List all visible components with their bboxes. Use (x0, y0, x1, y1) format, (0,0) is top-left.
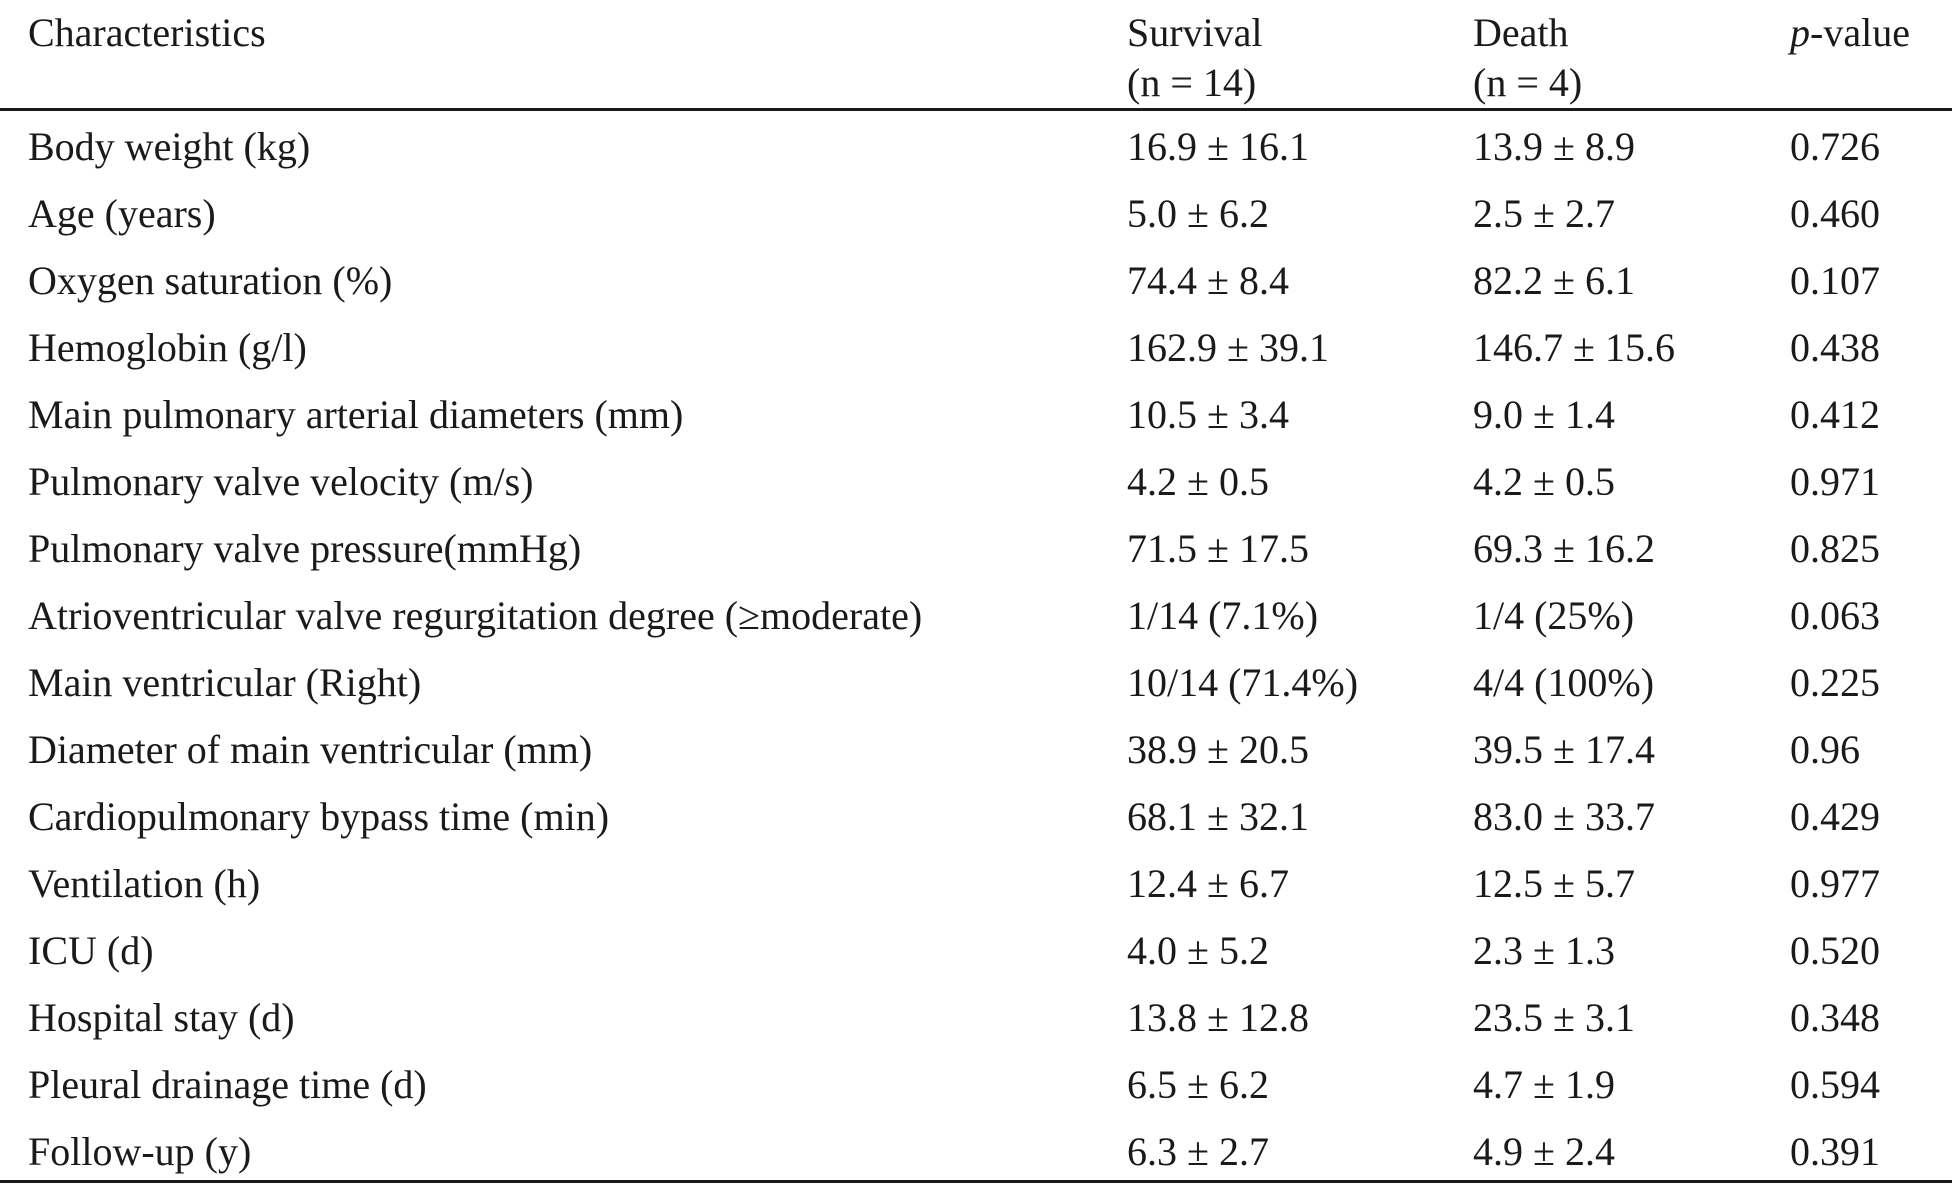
row-label: Hemoglobin (g/l) (28, 325, 307, 370)
table-row: Diameter of main ventricular (mm) 38.9 ±… (0, 720, 1952, 787)
row-p-value: 0.520 (1790, 928, 1880, 973)
table-row: Main pulmonary arterial diameters (mm) 1… (0, 385, 1952, 452)
row-survival: 1/14 (7.1%) (1127, 593, 1319, 638)
header-p-italic: p (1790, 10, 1810, 55)
row-survival: 4.0 ± 5.2 (1127, 928, 1269, 973)
row-p-value: 0.412 (1790, 392, 1880, 437)
table-header-row: Characteristics Survival (n = 14) Death … (0, 0, 1952, 112)
row-label: Oxygen saturation (%) (28, 258, 393, 303)
table-row: Follow-up (y) 6.3 ± 2.7 4.9 ± 2.4 0.391 (0, 1122, 1952, 1189)
table-row: Oxygen saturation (%) 74.4 ± 8.4 82.2 ± … (0, 251, 1952, 318)
row-death: 83.0 ± 33.7 (1473, 794, 1655, 839)
row-label: Pleural drainage time (d) (28, 1062, 427, 1107)
row-p-value: 0.391 (1790, 1129, 1880, 1174)
row-death: 82.2 ± 6.1 (1473, 258, 1635, 303)
header-death-count: (n = 4) (1473, 60, 1583, 105)
table-row: Pleural drainage time (d) 6.5 ± 6.2 4.7 … (0, 1055, 1952, 1122)
header-death-title: Death (1473, 10, 1569, 55)
row-survival: 162.9 ± 39.1 (1127, 325, 1329, 370)
table-row: Hemoglobin (g/l) 162.9 ± 39.1 146.7 ± 15… (0, 318, 1952, 385)
header-survival: Survival (n = 14) (1127, 8, 1263, 108)
row-p-value: 0.825 (1790, 526, 1880, 571)
row-label: Main ventricular (Right) (28, 660, 422, 705)
table-row: Pulmonary valve velocity (m/s) 4.2 ± 0.5… (0, 452, 1952, 519)
row-p-value: 0.96 (1790, 727, 1860, 772)
row-label: Ventilation (h) (28, 861, 261, 906)
row-label: Follow-up (y) (28, 1129, 252, 1174)
row-label: Age (years) (28, 191, 216, 236)
row-label: Main pulmonary arterial diameters (mm) (28, 392, 684, 437)
table-row: Hospital stay (d) 13.8 ± 12.8 23.5 ± 3.1… (0, 988, 1952, 1055)
row-survival: 16.9 ± 16.1 (1127, 124, 1309, 169)
row-label: Pulmonary valve pressure(mmHg) (28, 526, 582, 571)
row-death: 2.5 ± 2.7 (1473, 191, 1615, 236)
row-survival: 68.1 ± 32.1 (1127, 794, 1309, 839)
row-p-value: 0.348 (1790, 995, 1880, 1040)
header-survival-title: Survival (1127, 10, 1263, 55)
row-survival: 6.5 ± 6.2 (1127, 1062, 1269, 1107)
row-label: Body weight (kg) (28, 124, 311, 169)
header-survival-count: (n = 14) (1127, 60, 1257, 105)
row-survival: 10/14 (71.4%) (1127, 660, 1359, 705)
header-characteristics: Characteristics (28, 10, 266, 55)
row-p-value: 0.594 (1790, 1062, 1880, 1107)
row-p-value: 0.726 (1790, 124, 1880, 169)
row-p-value: 0.225 (1790, 660, 1880, 705)
row-death: 146.7 ± 15.6 (1473, 325, 1675, 370)
row-survival: 74.4 ± 8.4 (1127, 258, 1289, 303)
row-survival: 6.3 ± 2.7 (1127, 1129, 1269, 1174)
table-row: Atrioventricular valve regurgitation deg… (0, 586, 1952, 653)
table-row: Ventilation (h) 12.4 ± 6.7 12.5 ± 5.7 0.… (0, 854, 1952, 921)
row-death: 12.5 ± 5.7 (1473, 861, 1635, 906)
row-survival: 4.2 ± 0.5 (1127, 459, 1269, 504)
header-p-rest: -value (1810, 10, 1910, 55)
row-survival: 13.8 ± 12.8 (1127, 995, 1309, 1040)
row-p-value: 0.460 (1790, 191, 1880, 236)
row-death: 1/4 (25%) (1473, 593, 1635, 638)
row-p-value: 0.977 (1790, 861, 1880, 906)
row-p-value: 0.063 (1790, 593, 1880, 638)
row-survival: 38.9 ± 20.5 (1127, 727, 1309, 772)
table-body: Body weight (kg) 16.9 ± 16.1 13.9 ± 8.9 … (0, 117, 1952, 1189)
row-survival: 71.5 ± 17.5 (1127, 526, 1309, 571)
header-death: Death (n = 4) (1473, 8, 1582, 108)
row-p-value: 0.107 (1790, 258, 1880, 303)
row-survival: 5.0 ± 6.2 (1127, 191, 1269, 236)
row-p-value: 0.429 (1790, 794, 1880, 839)
table-row: ICU (d) 4.0 ± 5.2 2.3 ± 1.3 0.520 (0, 921, 1952, 988)
row-death: 4.9 ± 2.4 (1473, 1129, 1615, 1174)
table-row: Pulmonary valve pressure(mmHg) 71.5 ± 17… (0, 519, 1952, 586)
row-survival: 10.5 ± 3.4 (1127, 392, 1289, 437)
row-label: ICU (d) (28, 928, 154, 973)
table-row: Main ventricular (Right) 10/14 (71.4%) 4… (0, 653, 1952, 720)
row-death: 4/4 (100%) (1473, 660, 1655, 705)
row-label: Atrioventricular valve regurgitation deg… (28, 593, 923, 638)
row-death: 23.5 ± 3.1 (1473, 995, 1635, 1040)
row-death: 4.2 ± 0.5 (1473, 459, 1615, 504)
header-p-value: p-value (1790, 8, 1910, 58)
row-death: 4.7 ± 1.9 (1473, 1062, 1615, 1107)
row-label: Diameter of main ventricular (mm) (28, 727, 593, 772)
row-label: Pulmonary valve velocity (m/s) (28, 459, 534, 504)
row-death: 2.3 ± 1.3 (1473, 928, 1615, 973)
bottom-rule (0, 1180, 1952, 1183)
row-survival: 12.4 ± 6.7 (1127, 861, 1289, 906)
header-rule (0, 108, 1952, 111)
row-label: Cardiopulmonary bypass time (min) (28, 794, 610, 839)
table-row: Body weight (kg) 16.9 ± 16.1 13.9 ± 8.9 … (0, 117, 1952, 184)
row-death: 9.0 ± 1.4 (1473, 392, 1615, 437)
table-row: Age (years) 5.0 ± 6.2 2.5 ± 2.7 0.460 (0, 184, 1952, 251)
table-row: Cardiopulmonary bypass time (min) 68.1 ±… (0, 787, 1952, 854)
row-label: Hospital stay (d) (28, 995, 295, 1040)
row-death: 13.9 ± 8.9 (1473, 124, 1635, 169)
row-death: 39.5 ± 17.4 (1473, 727, 1655, 772)
row-death: 69.3 ± 16.2 (1473, 526, 1655, 571)
row-p-value: 0.438 (1790, 325, 1880, 370)
row-p-value: 0.971 (1790, 459, 1880, 504)
